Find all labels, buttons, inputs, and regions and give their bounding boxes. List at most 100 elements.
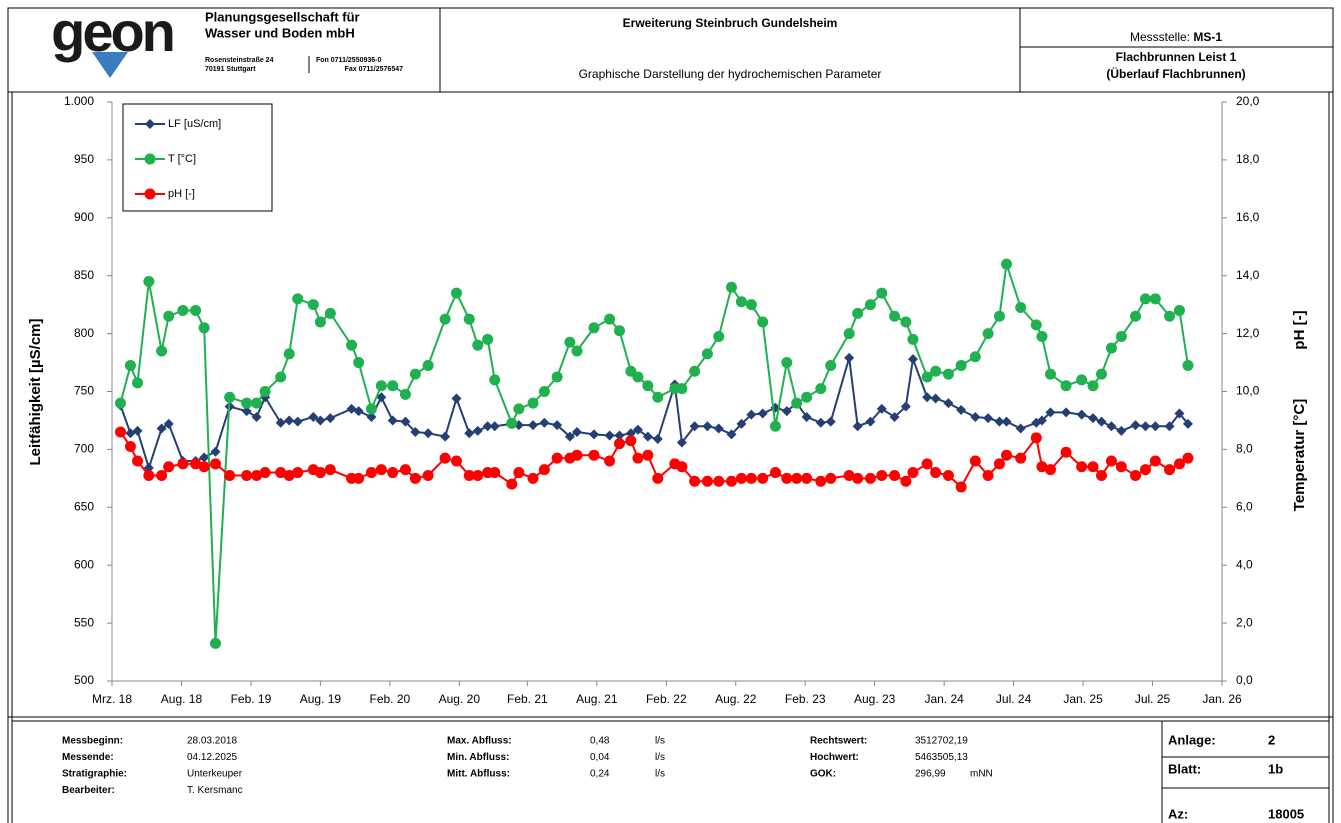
data-point — [251, 397, 263, 409]
data-point — [1174, 408, 1185, 419]
data-point — [292, 293, 304, 305]
data-point — [177, 304, 189, 316]
legend-marker — [144, 153, 156, 165]
data-point — [588, 449, 600, 461]
y2-tick-label: 4,0 — [1236, 557, 1253, 571]
data-point — [489, 467, 501, 479]
data-point — [1036, 415, 1047, 426]
data-point — [198, 461, 210, 473]
data-point — [115, 426, 127, 438]
data-point — [143, 469, 155, 481]
data-point — [757, 408, 768, 419]
data-point — [1036, 330, 1048, 342]
data-point — [993, 310, 1005, 322]
data-point — [614, 325, 626, 337]
data-point — [571, 345, 583, 357]
y-tick-label: 600 — [74, 557, 94, 571]
data-point — [1087, 413, 1098, 424]
field-unit: l/s — [655, 752, 665, 763]
series-line — [119, 263, 1189, 644]
data-point — [353, 406, 364, 417]
data-point — [1173, 458, 1185, 470]
y-tick-label: 950 — [74, 152, 94, 166]
data-point — [365, 403, 377, 415]
well: Flachbrunnen Leist 1 — [1116, 50, 1237, 64]
data-point — [1149, 455, 1161, 467]
data-point — [1105, 342, 1117, 354]
data-point — [900, 316, 912, 328]
data-point — [982, 328, 994, 340]
data-point — [440, 431, 451, 442]
sheet-value: 1b — [1268, 761, 1283, 776]
y2-tick-label: 12,0 — [1236, 326, 1260, 340]
address: 70191 Stuttgart — [205, 66, 256, 73]
sheet-label: Blatt: — [1168, 761, 1201, 776]
y2-tick-label: 0,0 — [1236, 673, 1253, 687]
y-tick-label: 750 — [74, 384, 94, 398]
data-point — [876, 403, 887, 414]
x-tick-label: Jul. 24 — [996, 692, 1032, 706]
sheet-value: 2 — [1268, 732, 1275, 747]
x-tick-label: Aug. 23 — [854, 692, 896, 706]
data-point — [815, 383, 827, 395]
field-label: GOK: — [810, 769, 836, 780]
subtitle: Graphische Darstellung der hydrochemisch… — [579, 67, 882, 81]
data-point — [482, 421, 493, 432]
field-label: Min. Abfluss: — [447, 752, 509, 763]
data-point — [387, 415, 398, 426]
data-point — [942, 368, 954, 380]
data-point — [1139, 293, 1151, 305]
data-point — [864, 299, 876, 311]
x-tick-label: Jan. 24 — [924, 692, 964, 706]
data-point — [1087, 380, 1099, 392]
data-point — [735, 296, 747, 308]
data-point — [177, 458, 189, 470]
field-label: Max. Abfluss: — [447, 736, 512, 747]
data-point — [410, 427, 421, 438]
data-point — [701, 475, 713, 487]
data-point — [791, 397, 803, 409]
legend-label: T [°C] — [168, 153, 196, 165]
data-point — [588, 322, 600, 334]
data-point — [1030, 432, 1042, 444]
data-point — [513, 403, 525, 415]
y-tick-label: 500 — [74, 673, 94, 687]
data-point — [275, 371, 287, 383]
data-point — [876, 469, 888, 481]
y2-tick-label: 14,0 — [1236, 268, 1260, 282]
field-label: Mitt. Abfluss: — [447, 769, 510, 780]
data-point — [564, 431, 575, 442]
data-point — [956, 405, 967, 416]
station-label: Messstelle: — [1130, 30, 1190, 44]
data-point — [588, 429, 599, 440]
data-point — [163, 310, 175, 322]
y2-tick-label: 8,0 — [1236, 442, 1253, 456]
data-point — [864, 472, 876, 484]
data-point — [409, 368, 421, 380]
data-point — [1130, 469, 1142, 481]
data-point — [292, 416, 303, 427]
data-point — [955, 359, 967, 371]
data-point — [632, 424, 643, 435]
field-unit: l/s — [655, 769, 665, 780]
data-point — [1030, 319, 1042, 331]
y-tick-label: 850 — [74, 268, 94, 282]
data-point — [1182, 359, 1194, 371]
data-point — [399, 388, 411, 400]
field-value: 0,24 — [590, 769, 610, 780]
data-point — [251, 411, 262, 422]
data-point — [1076, 461, 1088, 473]
data-point — [1060, 446, 1072, 458]
station-id: MS-1 — [1193, 30, 1222, 44]
data-point — [324, 464, 336, 476]
data-point — [1001, 449, 1013, 461]
data-point — [552, 420, 563, 431]
data-point — [163, 418, 174, 429]
x-tick-label: Mrz. 18 — [92, 692, 132, 706]
data-point — [506, 417, 518, 429]
data-point — [156, 469, 168, 481]
data-point — [1044, 368, 1056, 380]
data-point — [969, 351, 981, 363]
data-point — [689, 365, 701, 377]
x-tick-label: Jan. 25 — [1063, 692, 1103, 706]
